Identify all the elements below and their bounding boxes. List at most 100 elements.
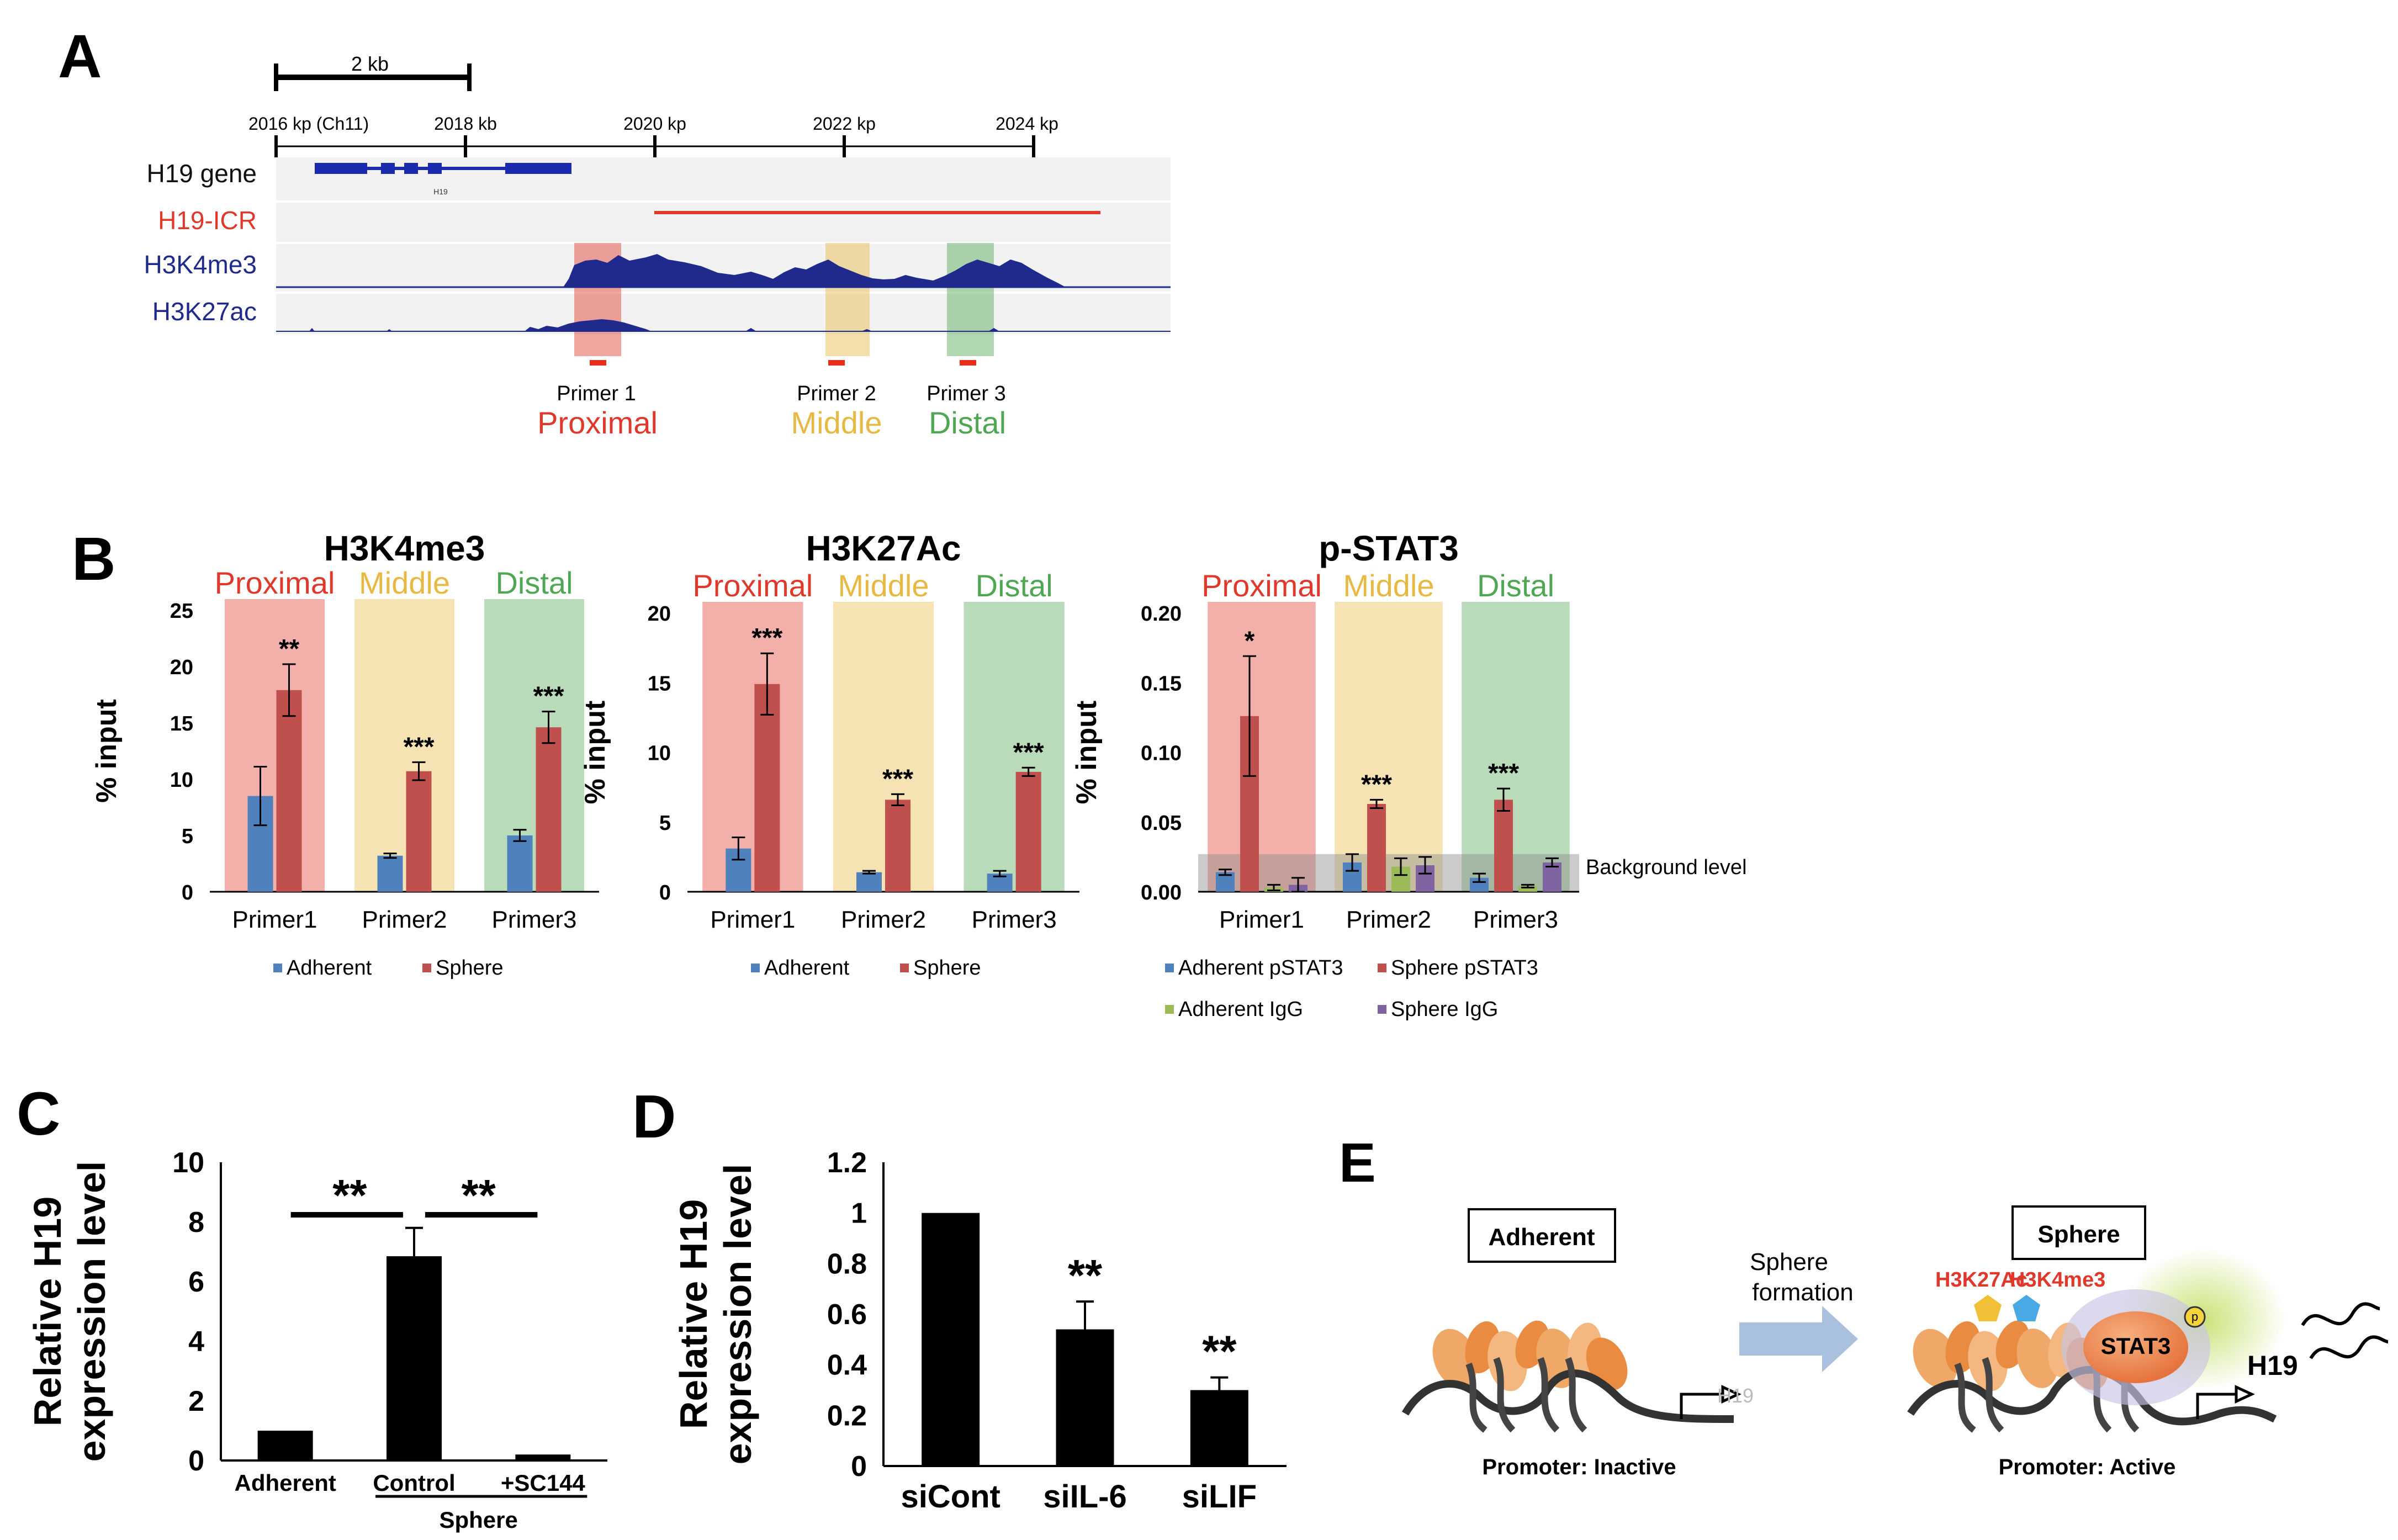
legend-swatch: [273, 964, 282, 972]
y-axis-label: % input: [1071, 701, 1103, 805]
bar: [387, 1256, 442, 1460]
sphere-box: [2011, 1205, 2146, 1260]
y-axis-label: expression level: [716, 1164, 759, 1465]
transition-label-1: Sphere: [1750, 1248, 1828, 1276]
legend-label: Sphere IgG: [1391, 998, 1498, 1021]
y-tick-label: 0: [851, 1451, 867, 1483]
sphere-box-label: Sphere: [2037, 1221, 2120, 1248]
y-tick-label: 10: [172, 1147, 204, 1179]
y-tick-label: 2: [188, 1385, 204, 1417]
region-label: Proximal: [1201, 568, 1322, 603]
x-tick-label: siIL-6: [1043, 1479, 1127, 1515]
x-tick-label: Primer2: [362, 906, 447, 933]
y-axis-label: Relative H19: [26, 1197, 69, 1426]
panel-e-label: E: [1339, 1132, 1376, 1194]
y-tick-label: 0: [182, 881, 193, 904]
legend-label: Sphere: [913, 956, 981, 980]
significance-label: **: [332, 1171, 367, 1220]
bar: [1056, 1329, 1114, 1466]
primer-mark-3: [960, 360, 976, 366]
h3k4me3-mark-icon: [2013, 1295, 2040, 1321]
legend-swatch: [1165, 964, 1174, 972]
y-tick-label: 15: [648, 672, 671, 695]
x-tick-label: Control: [373, 1470, 455, 1496]
bar: [1190, 1390, 1248, 1466]
region-label: Middle: [359, 565, 450, 600]
region-label: Distal: [495, 565, 573, 600]
h3k4me3-signal: [276, 254, 1066, 287]
y-tick-label: 20: [648, 602, 671, 626]
significance-label: ***: [751, 623, 782, 653]
significance-label: **: [1068, 1251, 1103, 1300]
panel-b-label: B: [72, 525, 115, 593]
bar: [856, 872, 882, 892]
y-tick-label: 20: [170, 656, 193, 679]
phosphate-label: p: [2191, 1310, 2198, 1324]
legend-label: Adherent: [764, 956, 850, 980]
y-tick-label: 0.6: [827, 1299, 867, 1331]
region-shade: [1462, 602, 1570, 892]
x-tick-label: Primer2: [1346, 906, 1431, 933]
region-shade: [1335, 602, 1443, 892]
sphere-group-label: Sphere: [439, 1507, 517, 1533]
bar: [922, 1213, 980, 1466]
coord-label: 2020 kp: [623, 114, 686, 134]
legend-swatch: [900, 964, 909, 972]
primer-label-1: Primer 1: [557, 382, 636, 405]
track-area: [276, 157, 1171, 334]
y-tick-label: 0.05: [1141, 812, 1182, 835]
y-tick-label: 0.20: [1141, 602, 1182, 626]
significance-label: *: [1245, 626, 1255, 655]
region-shade: [225, 599, 325, 892]
legend-label: Adherent IgG: [1178, 998, 1303, 1021]
x-tick-label: Primer1: [232, 906, 317, 933]
region-label: Distal: [976, 568, 1053, 603]
bar: [536, 727, 562, 892]
primer-mark-2: [828, 360, 845, 366]
y-tick-label: 4: [188, 1326, 204, 1358]
chart-d: 0 0.2 0.4 0.6 0.8 1 1.2 Relative H19 expression …: [672, 1147, 1287, 1515]
y-tick-label: 0.4: [827, 1350, 867, 1382]
region-label-distal: Distal: [929, 405, 1006, 440]
x-tick-label: siCont: [901, 1479, 1000, 1515]
stat3-protein: [2083, 1311, 2188, 1383]
chart-title: p-STAT3: [1319, 528, 1459, 568]
bar: [1015, 771, 1041, 892]
stat3-label: STAT3: [2101, 1333, 2171, 1359]
coord-label: 2016 kp (Ch11): [248, 114, 369, 134]
bar: [754, 684, 780, 892]
promoter-inactive-label: Promoter: Inactive: [1482, 1455, 1676, 1479]
phosphate-icon: [2184, 1306, 2206, 1328]
panel-b: B Proximal Middle Distal H3K4me3 0 5 10 15 20 25%…: [72, 525, 1747, 1021]
significance-label: ***: [1013, 738, 1044, 767]
coord-label: 2022 kp: [813, 114, 876, 134]
x-tick-label: +SC144: [501, 1470, 586, 1496]
region-shade: [702, 602, 803, 892]
bar: [406, 771, 432, 892]
chart-title: H3K4me3: [324, 528, 485, 568]
y-tick-label: 1.2: [827, 1147, 867, 1179]
significance-label: **: [462, 1171, 496, 1220]
x-tick-label: Primer3: [491, 906, 576, 933]
h3k4me3-label: H3K4me3: [2010, 1268, 2105, 1292]
primer-mark-1: [590, 360, 606, 366]
y-tick-label: 0.10: [1141, 742, 1182, 765]
legend-label: Adherent pSTAT3: [1178, 956, 1343, 980]
y-tick-label: 5: [659, 812, 671, 835]
h19-inactive-label: H19: [1717, 1384, 1754, 1407]
significance-label: **: [279, 634, 300, 664]
panel-c-label: C: [17, 1080, 60, 1148]
coord-label: 2024 kp: [996, 114, 1058, 134]
y-tick-label: 1: [851, 1198, 867, 1230]
highlight-middle: [825, 243, 870, 356]
h3k27ac-label: H3K27Ac: [1935, 1268, 2028, 1292]
y-axis-label: % input: [91, 699, 123, 803]
y-tick-label: 0.2: [827, 1400, 867, 1432]
region-shade: [354, 599, 454, 892]
bar: [1518, 886, 1537, 892]
x-tick-label: Primer2: [841, 906, 926, 933]
y-axis-label: expression level: [70, 1161, 113, 1462]
x-tick-label: Adherent: [234, 1470, 336, 1496]
legend-swatch: [751, 964, 760, 972]
